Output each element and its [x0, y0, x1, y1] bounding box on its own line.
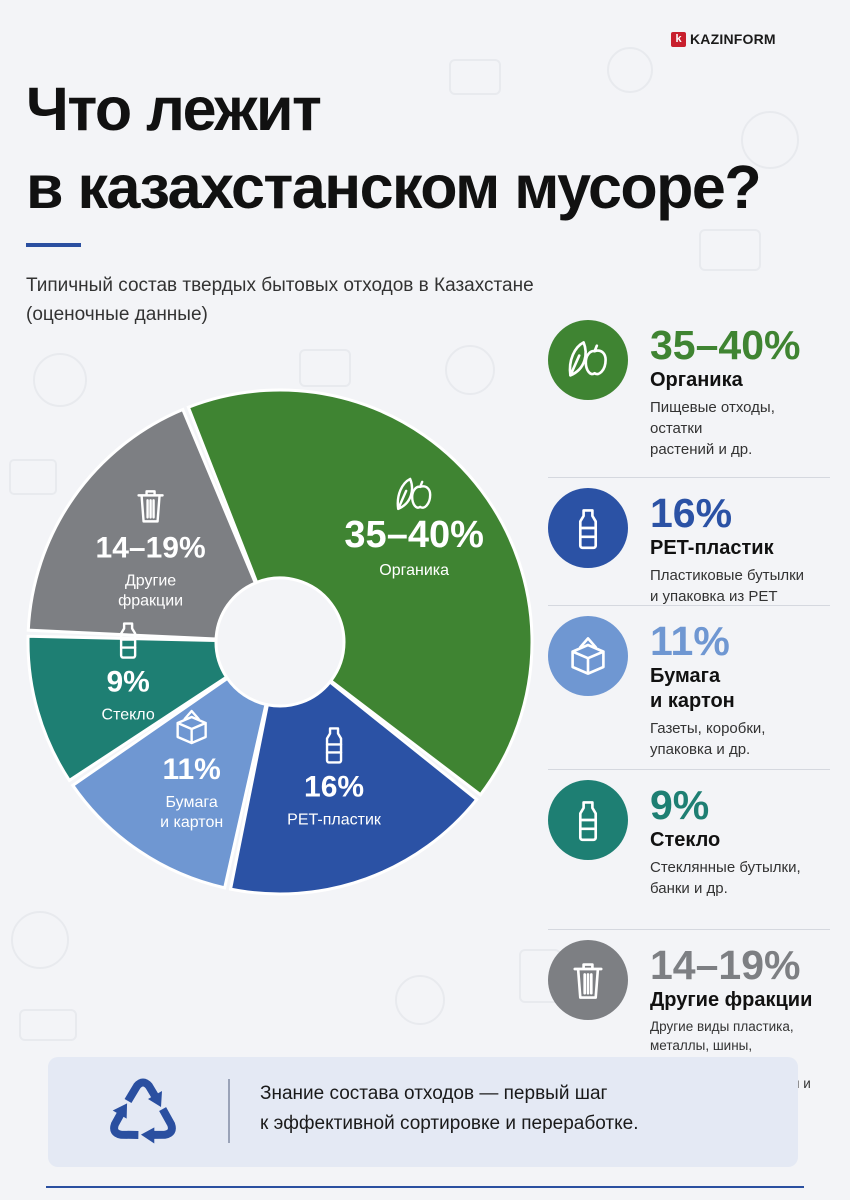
recycle-icon — [110, 1078, 176, 1144]
slice-value-label-4: 9% — [106, 666, 149, 699]
legend-percent: 9% — [650, 782, 710, 828]
legend-name: Стекло — [650, 829, 721, 851]
brand-logo: k KAZINFORM — [671, 31, 776, 47]
legend-name: Бумага и картон — [650, 665, 735, 712]
slice-4 — [26, 634, 229, 783]
box-icon — [548, 616, 628, 696]
slice-3 — [70, 676, 268, 890]
page-title: Что лежит в казахстанском мусоре? — [26, 70, 762, 226]
slice-labels: 35–40% Органика 16% PET-пластик 11% Бумага и к… — [96, 477, 484, 831]
subtitle-line-2: (оценочные данные) — [26, 304, 208, 325]
legend-item-4: 9% Стекло Стеклянные бутылки, банки и др. — [548, 770, 830, 930]
slice-name-label-3-1: Бумага — [166, 794, 218, 811]
slice-name-label-5-2: фракции — [118, 592, 183, 609]
legend-item-3: 11% Бумага и картон Газеты, коробки, упаковк… — [548, 606, 830, 770]
slice-name-label-5-1: Другие — [125, 572, 176, 589]
subtitle: Типичный состав твердых бытовых отходов … — [26, 271, 646, 329]
slice-name-label-1-1: Органика — [379, 562, 449, 579]
donut-slices — [26, 388, 534, 896]
leaf-apple-icon — [548, 320, 628, 400]
brand-name: KAZINFORM — [690, 31, 776, 47]
legend-description: Пластиковые бутылки и упаковка из PET — [650, 567, 805, 605]
legend-name: Другие фракции — [650, 989, 813, 1011]
bottle-icon — [548, 488, 628, 568]
legend-name: Органика — [650, 369, 743, 391]
legend-item-5: 14–19% Другие фракции Другие виды пластика… — [548, 930, 830, 1110]
title-underline — [26, 243, 81, 247]
legend-percent: 14–19% — [650, 942, 801, 988]
trash-can-icon — [137, 490, 164, 523]
trash-can-icon — [548, 940, 628, 1020]
legend: 35–40% Органика Пищевые отходы, остатки рас… — [548, 318, 830, 1110]
slice-value-label-3: 11% — [162, 753, 220, 786]
slice-name-label-3-2: и картон — [160, 814, 223, 831]
legend-percent: 16% — [650, 490, 733, 536]
legend-percent: 11% — [650, 618, 730, 664]
slice-2 — [228, 679, 479, 896]
brand-mark: k — [671, 31, 686, 47]
leaf-apple-icon — [396, 477, 432, 511]
slice-name-label-4-1: Стекло — [102, 707, 155, 724]
legend-percent: 35–40% — [650, 322, 801, 368]
legend-description: Пищевые отходы, остатки растений и др. — [650, 399, 775, 458]
title-line-1: Что лежит — [26, 75, 322, 143]
legend-description: Газеты, коробки, упаковка и др. — [650, 720, 766, 758]
subtitle-line-1: Типичный состав твердых бытовых отходов … — [26, 275, 534, 296]
bottle-icon — [325, 727, 343, 764]
banner-line-1: Знание состава отходов — первый шаг — [260, 1083, 608, 1104]
legend-name: PET-пластик — [650, 537, 774, 559]
legend-item-1: 35–40% Органика Пищевые отходы, остатки рас… — [548, 318, 830, 478]
slice-value-label-5: 14–19% — [96, 531, 206, 564]
slice-value-label-2: 16% — [304, 770, 364, 803]
slice-5 — [26, 407, 258, 641]
slice-1 — [186, 388, 534, 797]
bottle-icon — [548, 780, 628, 860]
banner-line-2: к эффективной сортировке и переработке. — [260, 1113, 639, 1134]
bottom-rule — [46, 1186, 804, 1188]
title-line-2: в казахстанском мусоре? — [26, 153, 762, 221]
banner-text: Знание состава отходов — первый шаг к эф… — [260, 1079, 780, 1139]
banner-divider — [228, 1079, 230, 1143]
info-banner: Знание состава отходов — первый шаг к эф… — [48, 1057, 798, 1167]
legend-description: Стеклянные бутылки, банки и др. — [650, 859, 801, 897]
box-icon — [176, 709, 207, 745]
slice-name-label-2-1: PET-пластик — [287, 811, 382, 828]
bottle-icon — [119, 622, 137, 659]
slice-value-label-1: 35–40% — [344, 514, 483, 556]
legend-item-2: 16% PET-пластик Пластиковые бутылки и упако… — [548, 478, 830, 606]
